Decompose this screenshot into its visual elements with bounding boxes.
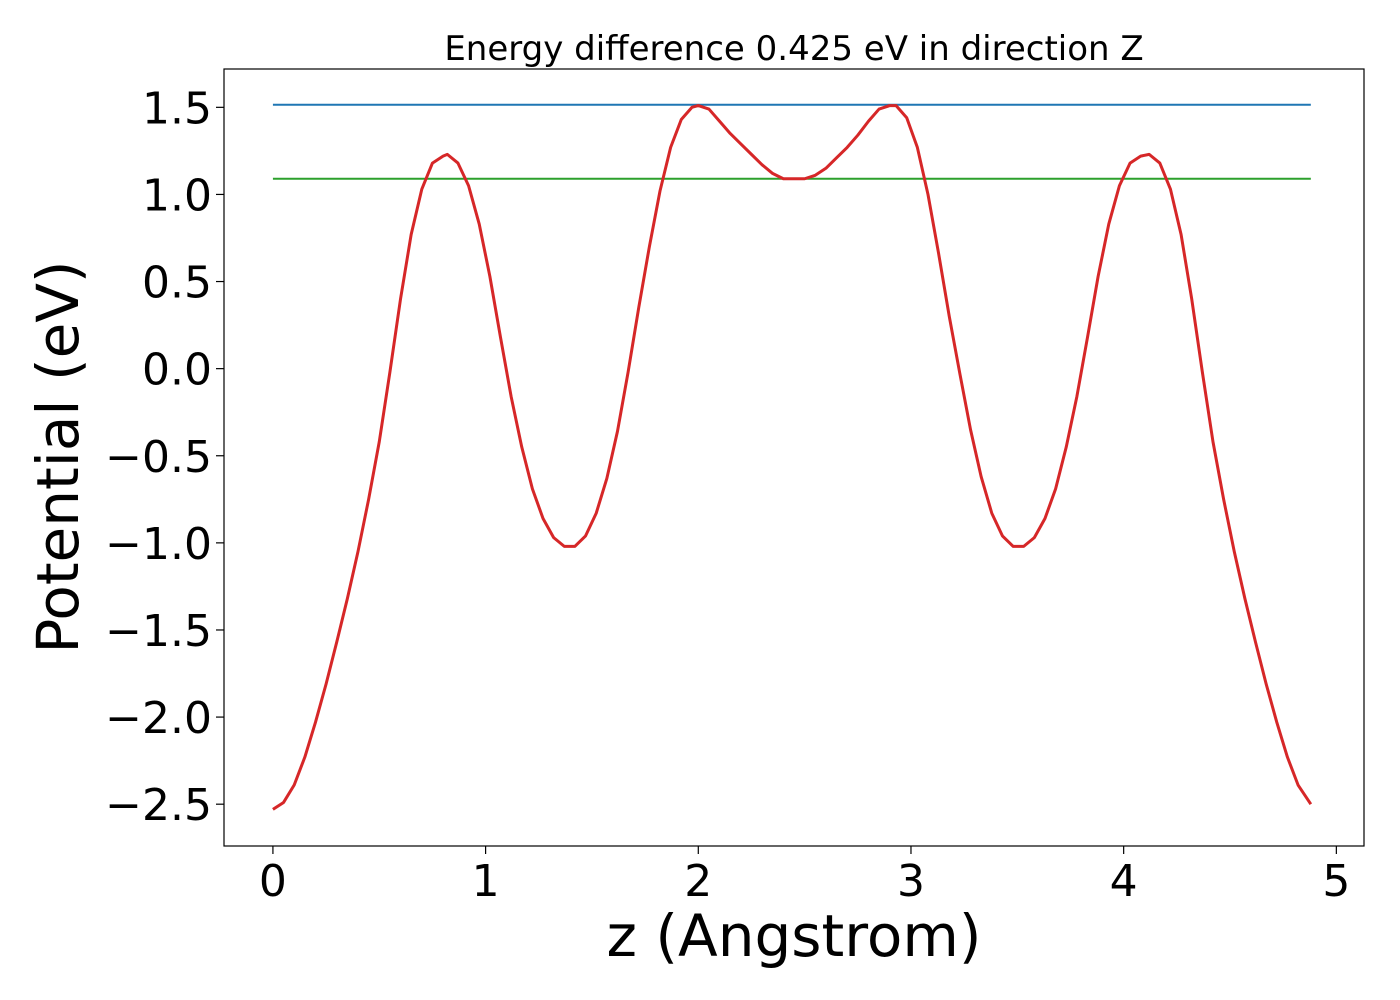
y-tick-label: 1.0 — [142, 170, 212, 221]
y-tick-label: 0.0 — [142, 345, 212, 396]
x-axis: 0 1 2 3 4 5 — [259, 846, 1350, 907]
y-tick-label: −2.0 — [105, 693, 212, 744]
series-line-3 — [272, 104, 1313, 811]
x-axis-title: z (Angstrom) — [607, 902, 982, 970]
x-tick-label: 0 — [259, 856, 287, 907]
y-tick-label: −0.5 — [105, 432, 212, 483]
y-tick-label: −1.5 — [105, 606, 212, 657]
y-tick-label: 0.5 — [142, 258, 212, 309]
x-tick-label: 4 — [1110, 856, 1138, 907]
y-tick-label: 1.5 — [142, 83, 212, 134]
chart-title: Energy difference 0.425 eV in direction … — [444, 29, 1143, 69]
y-axis: −2.5 −2.0 −1.5 −1.0 −0.5 0.0 0.5 1.0 1.5 — [105, 83, 224, 831]
plot-frame — [223, 68, 1365, 847]
x-tick-label: 3 — [897, 856, 925, 907]
y-tick-label: −1.0 — [105, 519, 212, 570]
plot-lines — [272, 103, 1313, 811]
y-tick-label: −2.5 — [105, 780, 212, 831]
x-tick-label: 2 — [684, 856, 712, 907]
x-tick-label: 5 — [1322, 856, 1350, 907]
x-tick-label: 1 — [472, 856, 500, 907]
y-axis-title: Potential (eV) — [24, 260, 92, 653]
